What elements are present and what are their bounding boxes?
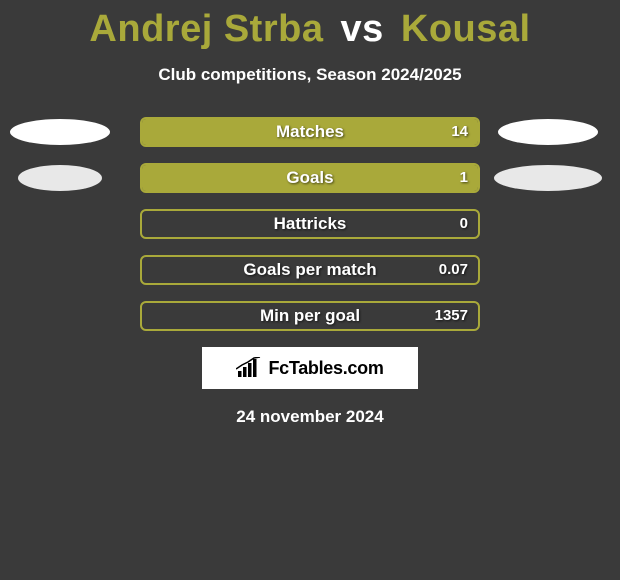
stat-bar [140,117,480,147]
comparison-title: Andrej Strba vs Kousal [0,0,620,51]
left-weight-ellipse [18,165,102,191]
stat-bar [140,163,480,193]
logo-text: FcTables.com [268,358,383,379]
stat-row: Hattricks0 [0,209,620,239]
right-weight-ellipse [498,119,598,145]
stat-bar-fill-right [142,165,478,191]
stat-bar-fill-right [142,119,478,145]
left-weight-ellipse [10,119,110,145]
stat-row: Goals1 [0,163,620,193]
right-weight-ellipse [494,165,602,191]
stat-row: Matches14 [0,117,620,147]
stat-bar [140,301,480,331]
stat-rows: Matches14 Goals1 Hattricks0 Goals per match… [0,117,620,331]
chart-bars-icon [236,357,262,379]
player2-name: Kousal [401,8,531,50]
stat-row: Goals per match0.07 [0,255,620,285]
site-logo: FcTables.com [202,347,418,389]
vs-label: vs [335,8,390,50]
stat-row: Min per goal1357 [0,301,620,331]
snapshot-date: 24 november 2024 [0,407,620,427]
subtitle: Club competitions, Season 2024/2025 [0,65,620,85]
stat-bar [140,209,480,239]
player1-name: Andrej Strba [89,8,323,50]
stat-bar [140,255,480,285]
